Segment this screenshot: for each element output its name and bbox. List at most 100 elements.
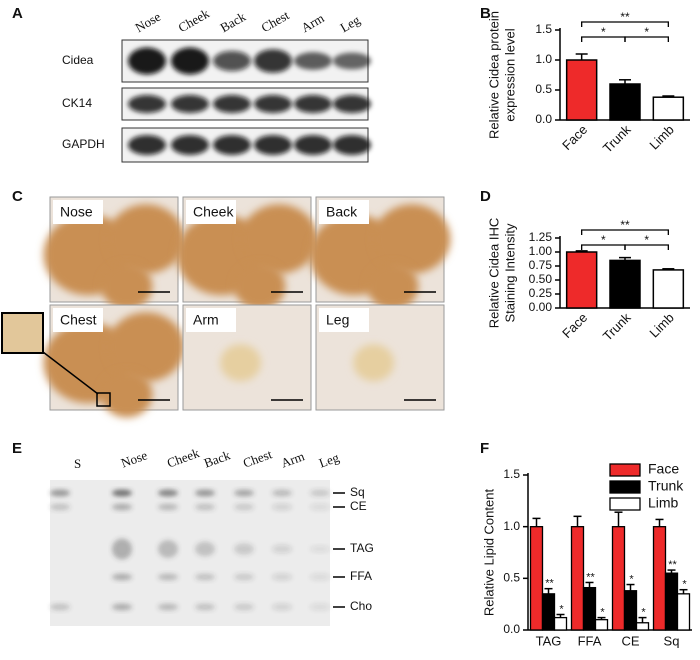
tissue-label: Nose [60, 204, 93, 220]
tlc-spot [234, 573, 254, 581]
legend-label: Face [648, 461, 679, 477]
bar [582, 586, 597, 631]
ihc-image: Chest [43, 304, 185, 418]
y-tick-label: 1.00 [529, 244, 553, 258]
tlc-spot [158, 503, 178, 511]
band-label: Cho [350, 599, 372, 613]
significance-label: ** [620, 10, 630, 24]
tissue-label: Back [326, 204, 358, 220]
bar [609, 259, 641, 309]
blot-band [171, 135, 209, 155]
blot-band [294, 95, 332, 113]
x-tick-label: FFA [578, 633, 602, 648]
y-tick-label: 0.5 [535, 82, 552, 96]
significance-label: * [644, 233, 649, 247]
tlc-spot [234, 489, 254, 497]
blot-band [294, 135, 332, 155]
legend-swatch [609, 497, 641, 511]
y-axis-label: Staining Intensity [502, 223, 517, 323]
inset-pointer [42, 351, 99, 395]
significance-label: * [644, 25, 649, 39]
blot-band [128, 47, 166, 75]
bar [594, 619, 609, 631]
bar [652, 269, 685, 309]
ihc-image: Back [309, 196, 451, 310]
bar [565, 59, 598, 121]
y-tick-label: 0.00 [529, 300, 553, 314]
tissue-label: Cheek [193, 204, 234, 220]
tlc-spot [272, 544, 292, 554]
tlc-spot [112, 603, 132, 611]
ihc-image: Leg [315, 304, 445, 411]
bar [635, 622, 650, 631]
y-tick-label: 0.0 [503, 622, 520, 636]
row-label: GAPDH [62, 137, 105, 151]
tissue-label: Leg [326, 312, 349, 328]
tissue-label-box [319, 308, 369, 332]
tlc-spot [234, 503, 254, 511]
gland [367, 263, 419, 310]
ihc-image: Nose [43, 196, 185, 310]
blot-band [333, 135, 371, 155]
blot-band [213, 135, 251, 155]
tissue-label-box [186, 200, 236, 224]
tissue-label-box [53, 200, 103, 224]
significance-bracket [624, 36, 669, 42]
significance-bracket [581, 229, 669, 235]
blot-band [171, 47, 209, 75]
tissue-label-box [53, 308, 103, 332]
tissue-label: Chest [60, 312, 97, 328]
tlc-spot [158, 489, 178, 497]
tlc-spot [112, 503, 132, 511]
x-tick-label: TAG [536, 633, 562, 648]
gland [234, 263, 286, 310]
significance-label: ** [545, 578, 554, 590]
bar [541, 593, 556, 631]
gland [101, 371, 153, 418]
tlc-spot [158, 603, 178, 611]
y-tick-label: 0.50 [529, 272, 553, 286]
y-tick-label: 0.75 [529, 258, 553, 272]
lane-label: Leg [317, 449, 342, 470]
tlc-spot [50, 603, 70, 611]
gland [220, 344, 262, 382]
tlc-spot [272, 603, 292, 611]
x-tick-label: Sq [664, 633, 680, 648]
y-tick-label: 1.5 [535, 22, 552, 36]
significance-label: * [559, 603, 564, 615]
tlc-spot [234, 603, 254, 611]
tlc-spot [272, 489, 292, 497]
gland [107, 312, 185, 382]
tlc-spot [50, 489, 70, 497]
significance-label: * [641, 607, 646, 619]
tlc-spot [195, 489, 215, 497]
band-label: Sq [350, 485, 365, 499]
tlc-plate [50, 480, 330, 626]
significance-label: * [601, 233, 606, 247]
tlc-spot [50, 503, 70, 511]
blot-band [333, 95, 371, 113]
blot-band [254, 135, 292, 155]
tlc-spot [195, 573, 215, 581]
y-axis-label: expression level [502, 28, 517, 121]
bar [652, 96, 685, 121]
x-tick-label: CE [621, 633, 639, 648]
gland [240, 204, 318, 274]
tlc-spot [234, 543, 254, 555]
panel-label: C [12, 188, 23, 205]
blot-band [294, 52, 332, 70]
row-label: Cidea [62, 53, 94, 67]
blot-band [128, 95, 166, 113]
blot-band [333, 52, 371, 70]
ihc-image: Cheek [176, 196, 318, 310]
y-tick-label: 1.0 [503, 519, 520, 533]
tlc-spot [195, 541, 215, 557]
tlc-spot [310, 603, 330, 611]
significance-label: ** [586, 571, 595, 583]
legend-swatch [609, 463, 641, 477]
bar [664, 572, 679, 631]
inset [1, 312, 44, 354]
bar [529, 526, 544, 631]
significance-bracket [581, 21, 669, 27]
